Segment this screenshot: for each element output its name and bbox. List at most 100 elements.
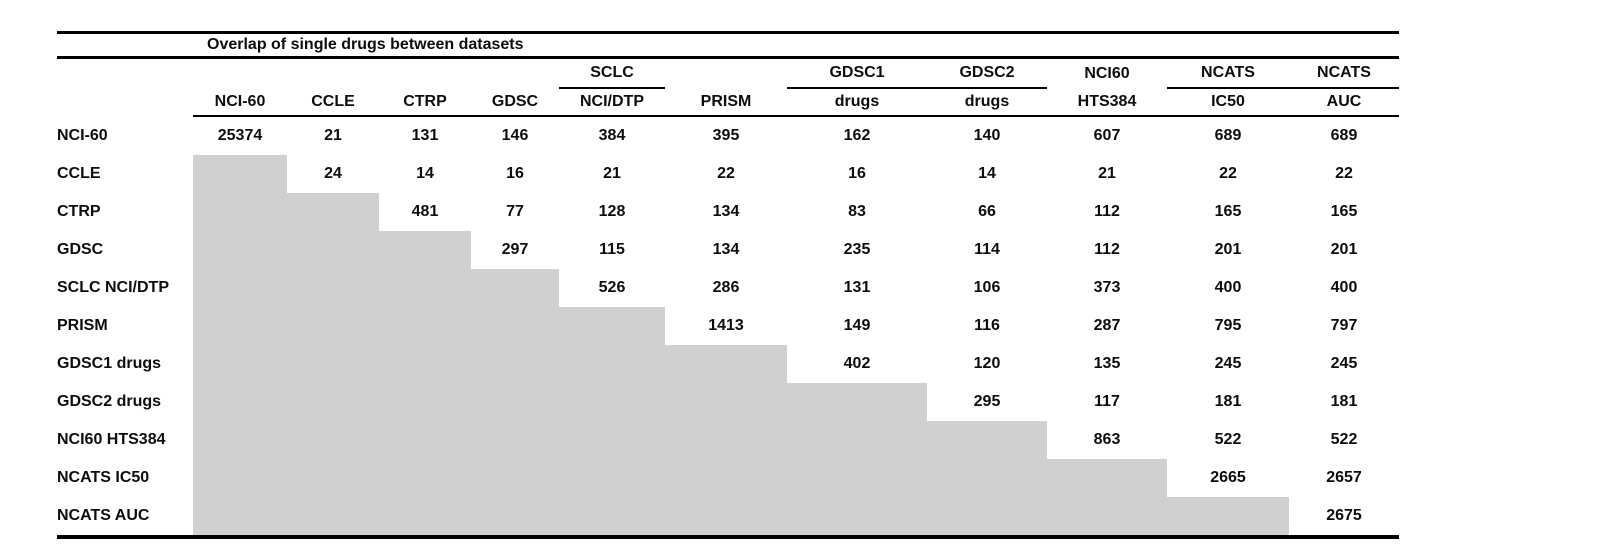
shaded-cell <box>665 345 787 383</box>
shaded-cell <box>471 459 559 497</box>
row-label: NCATS AUC <box>57 497 193 539</box>
column-header: drugs <box>787 88 927 117</box>
row-label: NCI60 HTS384 <box>57 431 166 449</box>
column-header: IC50 <box>1167 88 1289 117</box>
table-header: Overlap of single drugs between datasets… <box>57 31 1400 117</box>
shaded-cell <box>471 269 559 307</box>
table-row: PRISM 1413 149 116 287 795 797 <box>57 307 1399 345</box>
shaded-cell <box>287 193 379 231</box>
value-cell: 22 <box>1219 165 1237 183</box>
row-label: NCATS IC50 <box>57 469 150 487</box>
row-label: GDSC2 drugs <box>57 393 162 411</box>
row-label: SCLC NCI/DTP <box>57 279 169 297</box>
table-row: GDSC 297 115 134 235 114 112 201 201 <box>57 231 1399 269</box>
column-group-label: NCI60 <box>1084 64 1130 82</box>
column-header: PRISM <box>665 88 787 117</box>
shaded-cell <box>471 383 559 421</box>
value-cell: 689 <box>1214 127 1242 145</box>
value-cell: 795 <box>1214 317 1242 335</box>
title-row: Overlap of single drugs between datasets <box>57 31 1400 59</box>
column-group-label <box>287 58 379 89</box>
shaded-cell <box>559 459 665 497</box>
value-cell: 114 <box>974 241 1000 259</box>
shaded-cell <box>379 421 471 459</box>
column-header: NCI-60 <box>193 88 287 117</box>
column-header: HTS384 <box>1047 88 1167 117</box>
value-cell: 1413 <box>708 317 744 335</box>
value-cell: 797 <box>1330 317 1358 335</box>
value-cell: 16 <box>506 165 524 183</box>
shaded-cell <box>665 421 787 459</box>
value-cell: 689 <box>1330 127 1358 145</box>
value-cell: 2675 <box>1289 497 1400 539</box>
table-row: GDSC2 drugs 295 117 181 181 <box>57 383 1399 421</box>
row-label: GDSC1 drugs <box>57 355 162 373</box>
shaded-cell <box>193 345 287 383</box>
column-group-label: NCATS <box>1289 57 1400 89</box>
value-cell: 140 <box>973 127 1001 145</box>
column-header: AUC <box>1289 88 1400 117</box>
value-cell: 21 <box>1098 165 1116 183</box>
table-row: NCATS AUC 2675 <box>57 497 1400 539</box>
shaded-cell <box>665 383 787 421</box>
value-cell: 24 <box>324 165 342 183</box>
value-cell: 131 <box>411 127 439 145</box>
column-group-label: GDSC2 <box>927 57 1047 89</box>
shaded-cell <box>471 307 559 345</box>
shaded-cell <box>559 307 665 345</box>
shaded-cell <box>1167 497 1289 539</box>
shaded-cell <box>559 345 665 383</box>
column-names-row: NCI-60 CCLE CTRP GDSC NCI/DTP PRISM drugs drugs… <box>57 88 1400 117</box>
value-cell: 395 <box>712 127 740 145</box>
shaded-cell <box>193 193 287 231</box>
table-row: SCLC NCI/DTP 526 286 131 106 373 400 400 <box>57 269 1399 307</box>
value-cell: 21 <box>324 127 342 145</box>
table-row: GDSC1 drugs 402 120 135 245 245 <box>57 345 1399 383</box>
shaded-cell <box>787 383 927 421</box>
column-header: CCLE <box>287 88 379 117</box>
shaded-cell <box>379 459 471 497</box>
row-label: CTRP <box>57 203 101 221</box>
shaded-cell <box>287 269 379 307</box>
shaded-cell <box>1047 497 1167 539</box>
shaded-cell <box>287 383 379 421</box>
value-cell: 235 <box>843 241 871 259</box>
value-cell: 245 <box>1214 355 1242 373</box>
value-cell: 115 <box>599 241 625 259</box>
value-cell: 128 <box>598 203 626 221</box>
shaded-cell <box>287 307 379 345</box>
value-cell: 201 <box>1214 241 1242 259</box>
column-header: drugs <box>927 88 1047 117</box>
column-group-label: SCLC <box>559 57 665 89</box>
shaded-cell <box>559 383 665 421</box>
shaded-cell <box>193 155 287 193</box>
value-cell: 131 <box>843 279 871 297</box>
value-cell: 526 <box>598 279 626 297</box>
shaded-cell <box>471 421 559 459</box>
value-cell: 162 <box>843 127 871 145</box>
value-cell: 165 <box>1214 203 1242 221</box>
corner-cell <box>57 88 193 116</box>
value-cell: 522 <box>1330 431 1358 449</box>
value-cell: 117 <box>1094 393 1120 411</box>
value-cell: 402 <box>843 355 871 373</box>
row-label: NCI-60 <box>57 126 108 144</box>
value-cell: 21 <box>603 165 621 183</box>
shaded-cell <box>193 269 287 307</box>
column-group-label: GDSC1 <box>787 57 927 89</box>
shaded-cell <box>927 459 1047 497</box>
shaded-cell <box>193 383 287 421</box>
value-cell: 245 <box>1330 355 1358 373</box>
shaded-cell <box>787 459 927 497</box>
shaded-cell <box>379 231 471 269</box>
column-header: CTRP <box>379 88 471 117</box>
shaded-cell <box>559 421 665 459</box>
value-cell: 106 <box>973 279 1001 297</box>
shaded-cell <box>379 307 471 345</box>
value-cell: 607 <box>1093 127 1121 145</box>
column-group-label <box>665 58 787 89</box>
column-group-label: NCATS <box>1167 57 1289 89</box>
value-cell: 134 <box>712 203 740 221</box>
shaded-cell <box>287 459 379 497</box>
